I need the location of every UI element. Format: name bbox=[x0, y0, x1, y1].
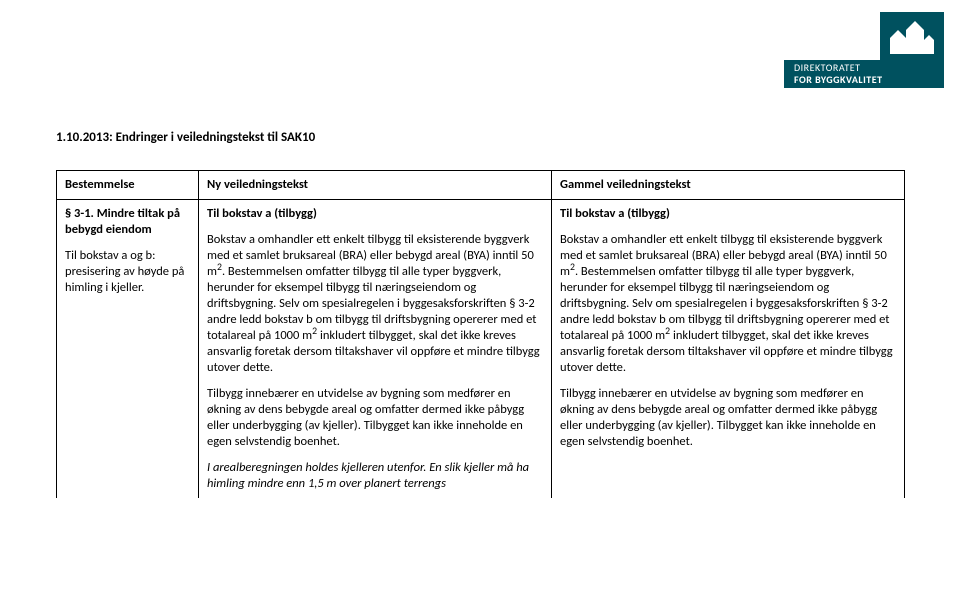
logo-line2: FOR BYGGKVALITET bbox=[794, 74, 944, 86]
col-header-ny: Ny veiledningstekst bbox=[199, 171, 552, 200]
table-row: § 3-1. Mindre tiltak på bebygd eiendom T… bbox=[57, 200, 905, 499]
bestemmelse-sub: Til bokstav a og b: presisering av høyde… bbox=[65, 248, 190, 296]
cell-ny: Til bokstav a (tilbygg) Bokstav a omhand… bbox=[199, 200, 552, 499]
cell-gammel: Til bokstav a (tilbygg) Bokstav a omhand… bbox=[552, 200, 905, 499]
gammel-p1: Bokstav a omhandler ett enkelt tilbygg t… bbox=[560, 232, 896, 376]
logo-label: DIREKTORATET FOR BYGGKVALITET bbox=[784, 60, 944, 88]
col-header-bestemmelse: Bestemmelse bbox=[57, 171, 199, 200]
table-header-row: Bestemmelse Ny veiledningstekst Gammel v… bbox=[57, 171, 905, 200]
gammel-heading: Til bokstav a (tilbygg) bbox=[560, 206, 896, 222]
comparison-table: Bestemmelse Ny veiledningstekst Gammel v… bbox=[56, 170, 905, 498]
ny-heading: Til bokstav a (tilbygg) bbox=[207, 206, 543, 222]
logo-icon bbox=[880, 12, 944, 60]
ny-p3: I arealberegningen holdes kjelleren uten… bbox=[207, 460, 543, 492]
ny-p1: Bokstav a omhandler ett enkelt tilbygg t… bbox=[207, 232, 543, 376]
cell-bestemmelse: § 3-1. Mindre tiltak på bebygd eiendom T… bbox=[57, 200, 199, 499]
brand-logo: DIREKTORATET FOR BYGGKVALITET bbox=[784, 12, 944, 90]
ny-p2: Tilbygg innebærer en utvidelse av bygnin… bbox=[207, 386, 543, 450]
page-title: 1.10.2013: Endringer i veiledningstekst … bbox=[56, 130, 315, 145]
bestemmelse-title: § 3-1. Mindre tiltak på bebygd eiendom bbox=[65, 206, 190, 238]
col-header-gammel: Gammel veiledningstekst bbox=[552, 171, 905, 200]
gammel-p2: Tilbygg innebærer en utvidelse av bygnin… bbox=[560, 386, 896, 450]
